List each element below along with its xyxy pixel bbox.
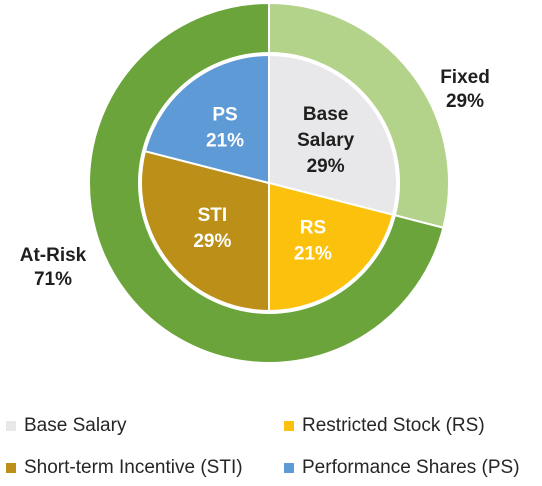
outer-ring-slice-at-risk bbox=[88, 1, 445, 364]
legend-item-short-term-incentive: Short-term Incentive (STI) bbox=[6, 457, 243, 479]
at-risk-label-value: 71% bbox=[33, 269, 73, 290]
pie-label-rs: RS 21% bbox=[294, 218, 332, 265]
pie-slice-ps bbox=[143, 53, 270, 185]
fixed-label-name: Fixed bbox=[440, 67, 490, 88]
legend-label: Restricted Stock (RS) bbox=[302, 415, 485, 436]
legend-swatch bbox=[284, 463, 294, 473]
fixed-label-value: 29% bbox=[445, 91, 485, 112]
pie-label-ps: PS 21% bbox=[206, 104, 244, 151]
pie-chart: Base Salary 29% RS 21% STI 29% PS 21% bbox=[88, 1, 450, 364]
legend-item-base-salary: Base Salary bbox=[6, 415, 126, 437]
pie-slice-base-salary bbox=[268, 53, 398, 217]
legend-label: Base Salary bbox=[24, 415, 127, 436]
at-risk-label: At-Risk 71% bbox=[8, 244, 98, 292]
pie-label-base-salary: Base Salary 29% bbox=[297, 104, 354, 177]
legend: Base Salary Restricted Stock (RS) Short-… bbox=[0, 405, 542, 485]
pie-label-sti: STI 29% bbox=[193, 205, 231, 252]
at-risk-label-name: At-Risk bbox=[19, 245, 87, 266]
legend-swatch bbox=[284, 421, 294, 431]
fixed-label: Fixed 29% bbox=[420, 66, 510, 114]
pie-slice-rs bbox=[268, 181, 395, 313]
legend-label: Performance Shares (PS) bbox=[302, 457, 520, 478]
legend-swatch bbox=[6, 421, 16, 431]
pie-slice-sti bbox=[140, 149, 270, 313]
legend-swatch bbox=[6, 463, 16, 473]
legend-item-restricted-stock: Restricted Stock (RS) bbox=[284, 415, 485, 437]
legend-item-performance-shares: Performance Shares (PS) bbox=[284, 457, 520, 479]
outer-ring-slice-fixed bbox=[268, 1, 450, 229]
legend-label: Short-term Incentive (STI) bbox=[24, 457, 243, 478]
